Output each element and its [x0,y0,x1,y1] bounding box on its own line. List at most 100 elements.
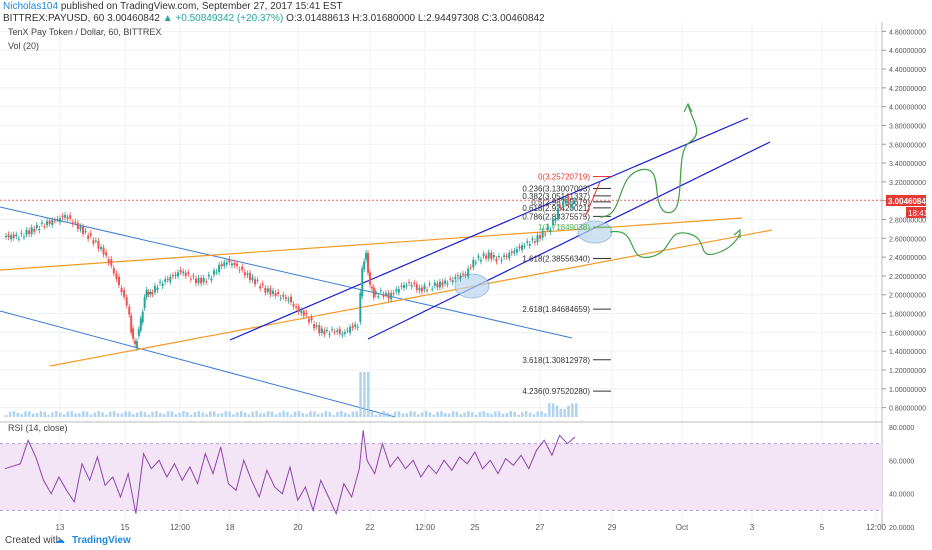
volume-bar [374,414,378,417]
candle-body [500,259,503,261]
volume-bar [347,414,351,417]
volume-bar [255,411,258,417]
candle-body [302,310,305,316]
price-chart[interactable]: 0(3.25720719) 0.236(3.13007003)0.382(3.05… [0,22,932,532]
candle-body [246,273,249,275]
volume-bar [440,411,443,417]
chart-header: Nicholas104 published on TradingView.com… [0,0,932,24]
candle-body [58,218,61,223]
candle-body [528,243,531,246]
volume-bar [189,414,193,417]
author-name[interactable]: Nicholas104 [3,1,59,12]
countdown-tag: 18:41 [908,209,929,218]
volume-bar [182,411,185,417]
candle-body [297,306,300,312]
candle-body [130,315,133,333]
volume-bar [85,411,89,417]
candle-body [134,340,137,345]
candle-body [405,285,408,287]
candle-body [477,256,480,258]
y-tick-label: 2.60000000 [889,236,926,243]
fib-label: 1.618(2.38556340) [522,254,590,263]
y-tick-label: 1.40000000 [889,349,926,356]
y-tick-label: 1.00000000 [889,387,926,394]
candle-body [397,288,400,293]
candle-body [230,263,233,266]
volume-bar [58,412,62,417]
volume-bar [293,411,297,417]
candle-body [97,240,100,249]
candle-body [22,236,25,238]
candle-body [84,230,87,232]
candle-body [177,272,180,277]
candle-body [132,328,135,339]
candle-body [71,222,74,225]
candle-body [554,218,557,221]
candle-body [365,252,368,260]
volume-bar [31,413,35,417]
candle-body [212,270,215,275]
candle-body [567,196,570,204]
candle-body [367,253,370,273]
candle-body [195,278,197,284]
y-tick-label: 2.40000000 [889,255,926,262]
candle-body [197,277,200,283]
candle-body [346,330,349,332]
candle-body [328,333,331,336]
volume-bar [132,414,135,417]
x-tick-label: 12:00 [866,523,887,532]
price-axis[interactable]: 4.80000000 4.60000000 4.40000000 4.20000000… [882,29,926,532]
candle-body [526,241,529,243]
candle-body [51,220,54,225]
candle-body [169,276,172,282]
volume-bar [28,411,31,417]
candle-body [210,278,213,281]
candle-body [533,241,536,243]
candle-body [472,259,475,268]
candle-body [238,269,241,271]
candle-body [400,285,403,287]
volume-bar [521,412,524,417]
tradingview-brand[interactable]: TradingView [72,535,131,546]
volume-bars [5,372,578,417]
fib-label: 0.786(2.83375575) [522,212,590,221]
volume-bar [451,411,455,417]
fib-label: 0(3.25720719) [538,173,590,182]
volume-bar [513,411,516,417]
candle-body [557,208,560,219]
y-tick-label: 4.40000000 [889,67,926,74]
candle-body [200,277,203,284]
x-tick-label: 18 [226,523,235,532]
volume-bar [12,411,16,417]
volume-bar [24,411,27,417]
volume-bar [390,414,393,417]
volume-bar [382,411,385,417]
volume-bar [108,411,112,417]
candle-body [318,325,321,334]
volume-bar [420,412,424,417]
volume-bar [555,405,559,417]
y-tick-label: 3.40000000 [889,161,926,168]
candle-body [256,279,259,281]
candle-body [531,238,534,241]
y-tick-label: 4.00000000 [889,105,926,112]
volume-bar [386,412,389,417]
volume-bar [78,413,81,417]
rsi-tick-label: 60.0000 [889,458,914,465]
volume-bar [320,412,324,417]
time-axis[interactable]: 13 15 12:00 18 20 22 12:00 25 27 29 Oct 3 5 12:00 [56,523,887,532]
candle-body [87,235,90,239]
candle-body [10,235,13,240]
y-tick-label: 3.20000000 [889,180,926,187]
candle-body [243,271,246,276]
candle-body [410,284,413,287]
volume-bar [340,411,343,417]
upper-trendline [0,217,743,271]
volume-bar [82,411,85,417]
volume-bar [224,411,228,417]
candle-body [279,297,282,299]
candle-body [546,226,549,230]
volume-bar [363,372,366,417]
candle-body [354,324,357,327]
x-tick-label: 27 [536,523,545,532]
